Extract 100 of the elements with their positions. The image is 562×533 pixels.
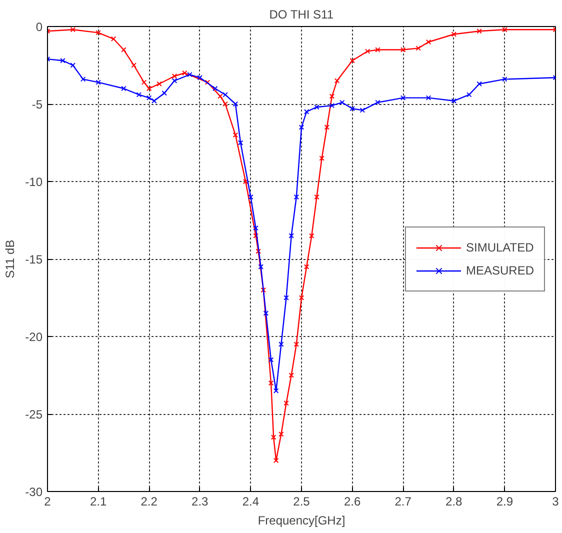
point [502, 26, 508, 32]
point [146, 95, 152, 100]
point [162, 90, 167, 96]
x-tick-label: 2.7 [394, 494, 412, 508]
legend-label: MEASURED [466, 263, 534, 277]
point [329, 94, 335, 99]
point [273, 458, 279, 464]
point [400, 47, 406, 52]
y-tick-label: -10 [25, 175, 43, 189]
point [172, 73, 178, 79]
point [451, 98, 457, 104]
x-tick-label: 3 [552, 494, 560, 508]
point [70, 26, 76, 32]
point [212, 86, 218, 92]
point [294, 194, 300, 200]
point [197, 75, 203, 80]
point [268, 380, 274, 386]
point [278, 432, 284, 437]
point [360, 108, 366, 113]
point [80, 76, 86, 82]
point [284, 400, 289, 406]
point [375, 100, 380, 106]
point [258, 264, 264, 270]
point [270, 434, 276, 440]
point [187, 72, 192, 78]
point [426, 39, 432, 45]
point [256, 248, 261, 254]
point [131, 62, 136, 68]
point [329, 102, 335, 108]
legend-label: SIMULATED [466, 240, 534, 254]
point [309, 233, 314, 238]
point [96, 80, 101, 85]
point [60, 58, 66, 64]
point [232, 101, 238, 107]
point [298, 124, 304, 130]
x-tick-label: 2.6 [344, 494, 361, 508]
point [218, 94, 223, 99]
point [222, 92, 228, 98]
y-tick-label: -5 [32, 98, 43, 112]
point [340, 100, 345, 106]
x-axis-title: Frequency[GHz] [258, 514, 346, 528]
point [350, 106, 355, 112]
point [416, 46, 421, 51]
y-tick-label: -15 [25, 252, 43, 266]
point [222, 101, 228, 107]
point [243, 178, 248, 184]
point [278, 342, 284, 347]
point [121, 47, 126, 52]
point [182, 70, 188, 76]
point [284, 295, 289, 300]
x-tick-label: 2.1 [90, 494, 107, 508]
point [253, 225, 258, 231]
point [298, 295, 304, 300]
point [156, 81, 162, 86]
y-tick-label: -25 [25, 408, 43, 422]
point [273, 388, 279, 394]
point [304, 264, 310, 270]
x-tick-label: 2.3 [192, 494, 209, 508]
y-tick-label: -20 [25, 330, 43, 344]
point [319, 156, 324, 161]
point [96, 30, 101, 36]
point [146, 86, 152, 92]
point [304, 109, 310, 114]
point [350, 58, 355, 64]
point [136, 92, 142, 98]
point [238, 140, 244, 146]
point [375, 47, 380, 52]
point [476, 28, 482, 34]
x-tick-label: 2.8 [446, 494, 463, 508]
point [232, 132, 238, 138]
point [204, 80, 210, 85]
point [260, 287, 266, 293]
point [152, 98, 157, 104]
point [400, 95, 406, 100]
point [314, 104, 320, 110]
point [476, 81, 482, 86]
point [268, 357, 274, 362]
y-tick-label: 0 [36, 20, 43, 34]
point [121, 86, 126, 92]
y-axis-title: S11 dB [3, 240, 18, 278]
point [110, 36, 116, 42]
point [466, 92, 472, 98]
point [288, 372, 294, 378]
point [324, 124, 330, 130]
point [263, 310, 269, 316]
x-tick-label: 2 [44, 494, 52, 508]
point [314, 194, 320, 200]
chart-title: DO THI S11 [269, 8, 334, 22]
point [288, 233, 294, 238]
point [294, 342, 300, 347]
point [334, 78, 340, 84]
point [141, 80, 147, 85]
y-tick-label: -30 [25, 485, 43, 499]
x-tick-label: 2.5 [293, 494, 310, 508]
point [451, 32, 457, 37]
point [253, 233, 258, 238]
x-tick-label: 2.9 [496, 494, 514, 508]
point [364, 48, 370, 54]
x-tick-label: 2.4 [242, 494, 260, 508]
x-tick-label: 2.2 [140, 494, 158, 508]
